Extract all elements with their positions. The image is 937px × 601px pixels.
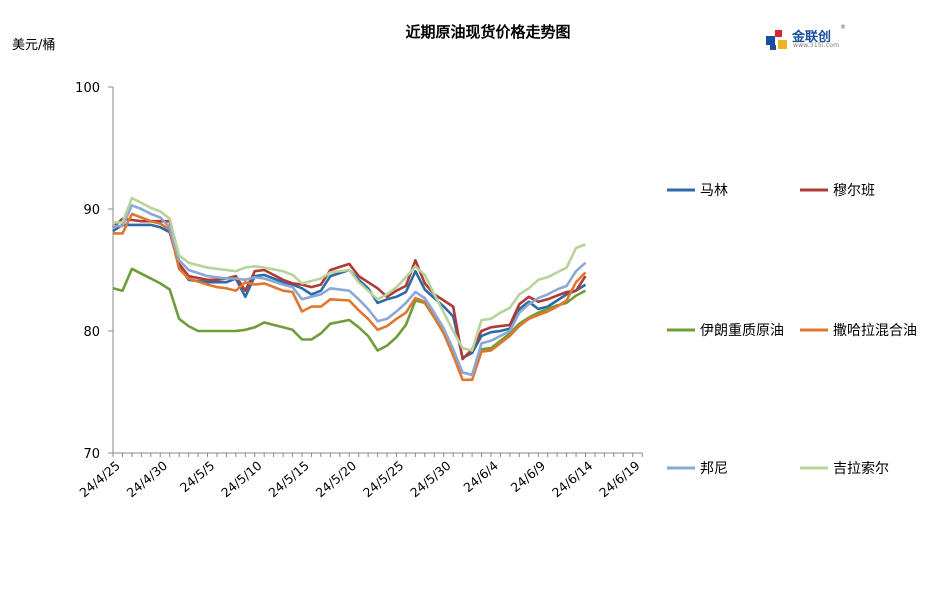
brand-logo: 金联创 ® www.315i.com: [766, 24, 856, 54]
series-line-2: [112, 267, 587, 377]
brand-logo-url: www.315i.com: [793, 42, 840, 49]
series-line-3: [113, 212, 587, 382]
x-tick-label: 24/6/4: [460, 458, 500, 495]
legend-label-4: 邦尼: [700, 461, 728, 477]
series-line-4: [113, 204, 587, 377]
x-tick-label: 24/6/9: [508, 458, 548, 495]
legend-label-1: 穆尔班: [833, 183, 875, 199]
series-line-1: [112, 217, 587, 361]
x-tick-label: 24/5/5: [177, 458, 217, 495]
y-tick-label: 100: [75, 81, 100, 96]
y-axis: 70 80 90 100: [75, 81, 114, 462]
chart-title: 近期原油现货价格走势图: [405, 23, 570, 41]
x-tick-label: 24/5/25: [360, 458, 407, 500]
x-tick-label: 24/5/20: [313, 458, 360, 500]
x-tick-label: 24/4/30: [124, 458, 171, 500]
x-axis: 24/4/25 24/4/30 24/5/5 24/5/10 24/5/15 24/5/2…: [76, 452, 643, 500]
series-lines: [112, 196, 587, 382]
y-tick-label: 70: [83, 447, 100, 462]
brand-logo-icon: [766, 30, 787, 50]
y-tick-label: 90: [83, 203, 100, 218]
brand-logo-name: 金联创: [792, 30, 832, 45]
x-tick-label: 24/5/10: [218, 458, 265, 500]
legend-label-0: 马林: [700, 183, 728, 199]
legend-label-2: 伊朗重质原油: [700, 323, 784, 339]
y-tick-label: 80: [83, 325, 100, 340]
x-tick-label: 24/6/19: [596, 458, 643, 500]
brand-logo-registered: ®: [840, 24, 846, 31]
y-axis-unit-label: 美元/桶: [12, 38, 55, 53]
series-line-5: [113, 196, 586, 352]
x-tick-label: 24/5/30: [407, 458, 454, 500]
x-tick-label: 24/5/15: [265, 458, 312, 500]
x-tick-label: 24/4/25: [76, 458, 123, 500]
x-tick-label: 24/6/14: [549, 458, 596, 500]
legend-label-3: 撒哈拉混合油: [833, 323, 917, 339]
legend-label-5: 吉拉索尔: [833, 460, 889, 477]
